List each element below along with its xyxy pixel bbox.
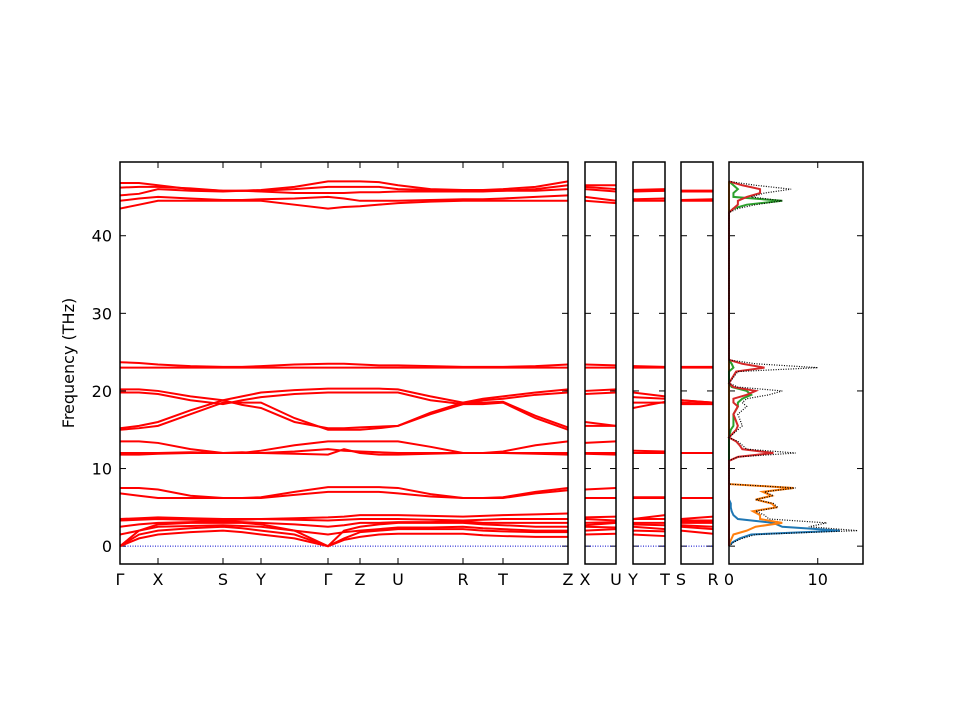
band-line [632,449,666,453]
band-line [119,529,568,548]
band-line [119,524,568,536]
band-line [680,198,714,202]
x-tick-label: Z [355,570,366,589]
panel-frame [119,161,569,565]
band-line [584,199,617,205]
y-tick-label: 40 [92,227,112,246]
band-line [119,525,568,548]
x-tick-label: S [676,570,686,589]
band-line [632,529,666,533]
panel-frame [584,161,617,565]
band-line [632,365,666,368]
dos-line [727,180,858,547]
band-line [120,180,569,192]
x-tick-label: 0 [724,570,734,589]
dos-line [728,181,794,547]
x-tick-label: T [659,570,670,589]
band-line [119,194,569,202]
band-line [584,188,617,193]
band-line [584,521,617,524]
band-line [119,512,569,520]
x-tick-label: Y [627,570,638,589]
band-line [584,440,617,444]
panel-frame [632,161,666,565]
band-line [119,520,568,528]
band-line [119,399,569,430]
x-tick-label: X [153,570,164,589]
band-line [632,396,666,400]
band-line [680,399,714,404]
x-tick-label: U [392,570,404,589]
band-line [584,195,617,202]
band-line [584,521,617,527]
band-line [120,387,569,404]
band-line [632,533,666,538]
panel-frame [680,161,714,565]
band-line [120,440,569,455]
band-line [632,523,666,527]
x-tick-label: Γ [116,570,125,589]
x-tick-label: Z [563,570,574,589]
x-tick-label: R [457,570,468,589]
panel-frame [728,161,864,565]
band-line [120,486,569,500]
band-line [680,524,714,528]
y-tick-label: 30 [92,304,112,323]
band-line [584,517,617,522]
band-line [584,515,617,519]
y-axis-label: Frequency (THz) [59,298,78,428]
band-line [584,486,617,491]
band-line [632,514,666,520]
band-line [120,391,569,406]
x-tick-label: R [707,570,718,589]
band-line [584,532,617,536]
x-tick-label: X [580,570,591,589]
band-line [680,529,714,535]
x-tick-label: S [218,570,228,589]
band-line [119,361,569,368]
band-line [584,420,617,427]
x-tick-label: 10 [808,570,828,589]
x-tick-label: Γ [324,570,333,589]
y-tick-label: 10 [92,460,112,479]
band-line [632,188,666,191]
band-line [119,199,568,210]
band-line [632,525,666,531]
y-tick-label: 0 [102,537,112,556]
band-line [680,515,714,520]
band-line [632,391,666,398]
x-tick-label: Y [255,570,266,589]
dos-line [728,180,783,547]
y-tick-label: 20 [92,382,112,401]
band-line [680,525,714,531]
band-line [584,388,617,392]
band-line [584,528,617,532]
band-line [119,401,569,431]
x-tick-label: U [610,570,622,589]
band-line [119,517,568,522]
band-line [584,363,617,367]
band-line [632,197,666,201]
band-line [584,525,617,529]
x-tick-label: T [497,570,508,589]
band-line [584,391,617,396]
band-line [584,185,617,191]
